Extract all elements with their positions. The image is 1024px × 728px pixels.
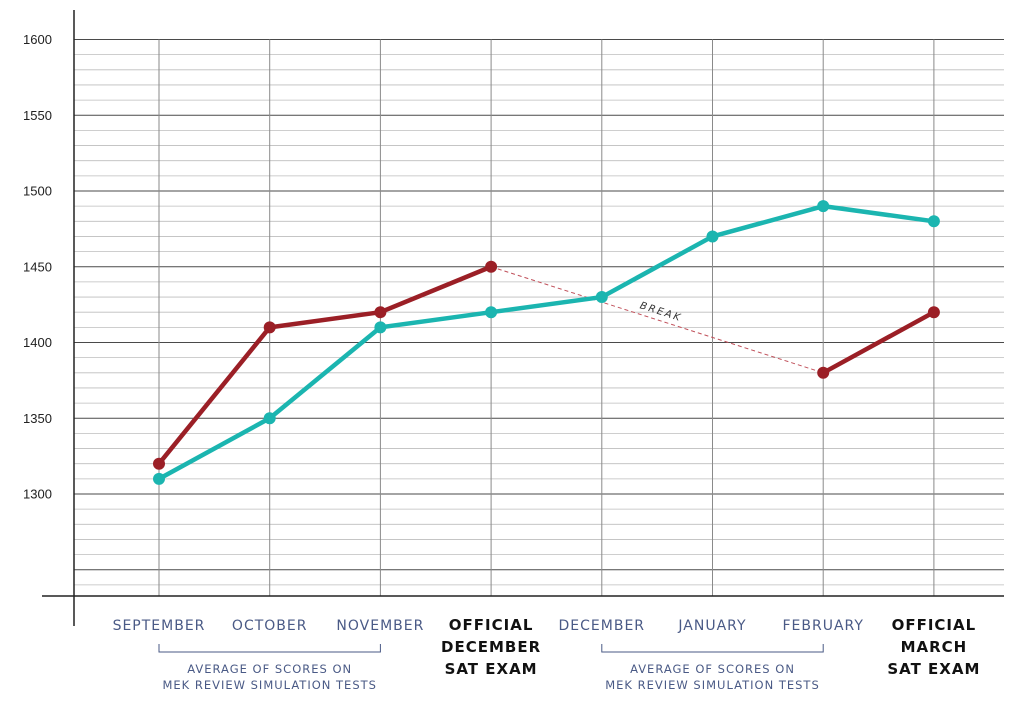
- data-point: [485, 260, 498, 273]
- data-point: [927, 215, 940, 228]
- axes: [42, 10, 1004, 626]
- data-point: [374, 321, 387, 334]
- data-point: [817, 200, 830, 213]
- y-tick-label: 1600: [23, 32, 52, 47]
- x-tick-label: OFFICIAL MARCH SAT EXAM: [887, 616, 980, 678]
- x-tick-label: FEBRUARY: [782, 618, 863, 634]
- x-tick-label: DECEMBER: [559, 618, 646, 634]
- series-1: [153, 200, 940, 485]
- group-label: AVERAGE OF SCORES ON MEK REVIEW SIMULATIO…: [162, 662, 377, 692]
- y-tick-label: 1500: [23, 184, 52, 199]
- data-point: [153, 457, 165, 470]
- data-point: [485, 306, 498, 319]
- x-tick-label: OCTOBER: [232, 618, 308, 634]
- data-point: [595, 291, 608, 304]
- data-point: [927, 306, 940, 319]
- y-axis-ticks: 1300 1350 1400 1450 1500 1550 1600: [23, 32, 52, 502]
- y-tick-label: 1400: [23, 335, 52, 350]
- break-dashed-line: [490, 266, 824, 374]
- group-annotations: AVERAGE OF SCORES ON MEK REVIEW SIMULATIO…: [158, 644, 824, 692]
- group-label: AVERAGE OF SCORES ON MEK REVIEW SIMULATIO…: [605, 662, 820, 692]
- y-tick-label: 1300: [23, 487, 52, 502]
- break-annotation: BREAK: [490, 266, 824, 374]
- series-line: [156, 203, 937, 482]
- group-bracket: [158, 644, 381, 653]
- data-point: [263, 412, 276, 425]
- series-line: [156, 264, 494, 466]
- grid: [74, 39, 1004, 596]
- x-tick-label: JANUARY: [677, 618, 746, 634]
- data-point: [263, 321, 276, 334]
- data-point: [374, 306, 387, 319]
- y-tick-label: 1550: [23, 108, 52, 123]
- x-tick-label: SEPTEMBER: [113, 618, 206, 634]
- series-line: [820, 309, 937, 376]
- group-bracket: [601, 644, 824, 653]
- series-group: [153, 200, 940, 485]
- series-0: [153, 260, 940, 470]
- x-axis-labels: SEPTEMBER OCTOBER NOVEMBER OFFICIAL DECEMBER…: [113, 616, 980, 678]
- data-point: [706, 230, 719, 243]
- data-point: [153, 472, 165, 485]
- x-tick-label: OFFICIAL DECEMBER SAT EXAM: [441, 616, 541, 678]
- x-tick-label: NOVEMBER: [336, 618, 424, 634]
- y-tick-label: 1350: [23, 411, 52, 426]
- data-point: [817, 366, 830, 379]
- y-tick-label: 1450: [23, 259, 52, 274]
